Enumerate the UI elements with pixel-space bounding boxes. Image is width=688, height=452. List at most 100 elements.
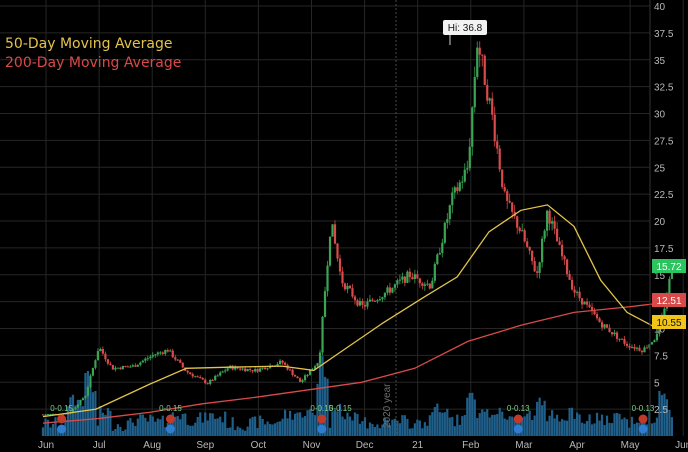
earnings-marker-icon[interactable] bbox=[638, 424, 648, 434]
volume-bar bbox=[488, 417, 491, 436]
volume-bar bbox=[99, 405, 102, 436]
candle-body bbox=[598, 318, 601, 323]
candle-body bbox=[483, 55, 486, 85]
volume-bar bbox=[361, 421, 364, 436]
volume-bar bbox=[383, 417, 387, 436]
volume-bar bbox=[546, 421, 549, 436]
candle-body bbox=[343, 283, 347, 290]
candle-body bbox=[259, 368, 262, 372]
earnings-marker-icon[interactable] bbox=[317, 424, 327, 434]
last-price-tag-text: 15.72 bbox=[656, 262, 681, 273]
candle-body bbox=[551, 221, 554, 224]
candle-body bbox=[600, 322, 604, 328]
candle-body bbox=[518, 227, 521, 232]
y-tick-label: 10 bbox=[654, 325, 666, 336]
candle-body bbox=[541, 238, 544, 263]
candle-body bbox=[570, 279, 574, 290]
candle-body bbox=[561, 244, 564, 257]
candle-body bbox=[653, 340, 656, 343]
volume-bar bbox=[668, 409, 671, 436]
volume-bar bbox=[201, 422, 204, 436]
volume-bar bbox=[565, 420, 569, 436]
candle-body bbox=[628, 345, 631, 348]
volume-bar bbox=[441, 412, 444, 436]
volume-bar bbox=[306, 410, 309, 436]
volume-bar bbox=[413, 423, 416, 436]
volume-bar bbox=[620, 419, 624, 436]
candle-body bbox=[308, 369, 312, 375]
candle-body bbox=[353, 296, 357, 301]
candle-body bbox=[79, 399, 82, 405]
y-tick-label: 27.5 bbox=[654, 136, 674, 147]
volume-bar bbox=[553, 418, 556, 436]
candle-body bbox=[194, 376, 197, 378]
candle-body bbox=[463, 169, 466, 182]
volume-bar bbox=[161, 415, 164, 436]
volume-bar bbox=[443, 412, 446, 436]
candle-body bbox=[191, 374, 194, 377]
volume-bar bbox=[426, 425, 429, 436]
volume-bar bbox=[528, 410, 531, 436]
dividend-marker-icon[interactable] bbox=[513, 414, 523, 424]
dividend-marker-icon[interactable] bbox=[317, 414, 327, 424]
volume-bar bbox=[129, 418, 132, 436]
candle-body bbox=[366, 301, 369, 307]
candle-body bbox=[383, 292, 387, 298]
candle-body bbox=[363, 304, 367, 307]
dividend-label: 0-0.15 bbox=[329, 404, 352, 413]
candle-body bbox=[356, 300, 359, 306]
volume-bar bbox=[184, 413, 187, 436]
candle-body bbox=[398, 279, 401, 281]
candle-body bbox=[348, 285, 352, 289]
candle-body bbox=[406, 271, 409, 283]
volume-bar bbox=[418, 420, 421, 436]
candle-body bbox=[536, 271, 539, 273]
volume-bar bbox=[308, 409, 312, 436]
candle-body bbox=[648, 344, 651, 348]
volume-bar bbox=[423, 422, 426, 436]
volume-bar bbox=[149, 414, 152, 436]
earnings-marker-icon[interactable] bbox=[57, 424, 67, 434]
volume-bar bbox=[633, 423, 636, 436]
volume-bar bbox=[496, 414, 499, 436]
volume-bar bbox=[476, 418, 479, 436]
candle-body bbox=[548, 210, 551, 224]
candle-body bbox=[156, 352, 159, 355]
candle-body bbox=[511, 202, 514, 212]
dividend-marker-icon[interactable] bbox=[57, 414, 67, 424]
volume-bar bbox=[536, 401, 539, 436]
volume-bar bbox=[206, 420, 209, 436]
volume-bar bbox=[575, 412, 579, 436]
candle-body bbox=[508, 200, 511, 203]
candle-body bbox=[256, 369, 259, 372]
volume-bar bbox=[41, 427, 45, 436]
volume-bar bbox=[491, 414, 494, 436]
earnings-marker-icon[interactable] bbox=[513, 424, 523, 434]
volume-bar bbox=[341, 416, 344, 436]
candle-body bbox=[174, 357, 177, 360]
volume-bar bbox=[366, 428, 369, 436]
volume-bar bbox=[144, 417, 147, 436]
candle-body bbox=[76, 404, 80, 408]
candle-body bbox=[331, 224, 334, 237]
candle-body bbox=[458, 182, 461, 191]
dividend-marker-icon[interactable] bbox=[165, 414, 175, 424]
candle-body bbox=[538, 262, 541, 273]
candle-body bbox=[413, 274, 416, 280]
candle-body bbox=[166, 349, 169, 352]
candle-body bbox=[261, 367, 264, 369]
candle-body bbox=[585, 301, 589, 305]
volume-bar bbox=[483, 411, 486, 436]
volume-bar bbox=[635, 422, 639, 436]
volume-bar bbox=[119, 426, 122, 436]
candle-body bbox=[313, 366, 317, 370]
volume-bar bbox=[274, 423, 277, 436]
dividend-marker-icon[interactable] bbox=[638, 414, 648, 424]
volume-bar bbox=[239, 427, 242, 436]
candle-body bbox=[186, 370, 189, 373]
earnings-marker-icon[interactable] bbox=[165, 424, 175, 434]
y-tick-label: 7.5 bbox=[654, 351, 668, 362]
volume-bar bbox=[416, 419, 419, 436]
ma50-series-line bbox=[42, 204, 676, 418]
volume-bar bbox=[288, 410, 292, 436]
